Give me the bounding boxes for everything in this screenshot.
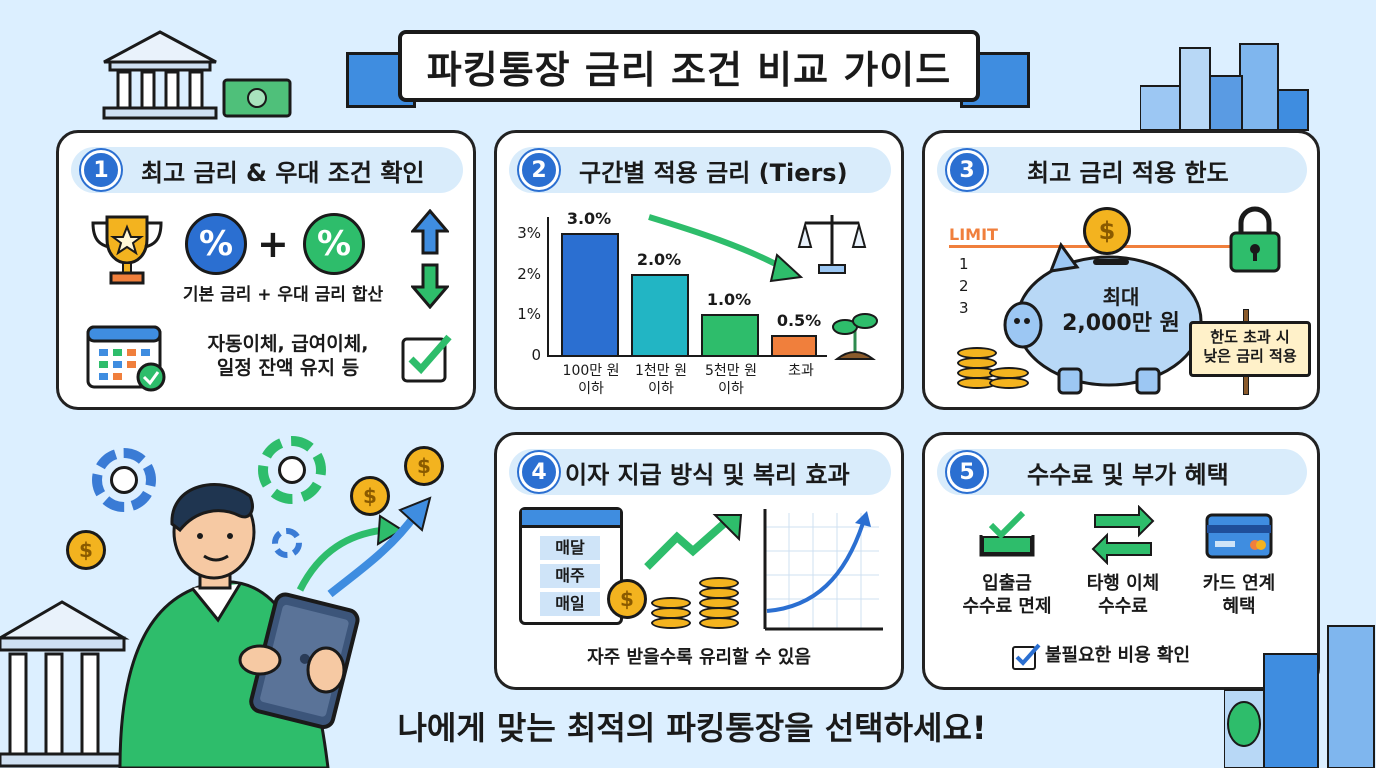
check-cost-note: 불필요한 비용 확인 [1045,645,1191,666]
schedule-daily: 매일 [540,592,600,616]
checkbox-icon [1012,643,1041,670]
gear-icon [258,436,326,504]
panel-header: 1 최고 금리 & 우대 조건 확인 [71,147,463,193]
city-skyline-icon [1140,43,1309,131]
limit-scale: 1 2 3 [959,255,969,317]
coin-icon: $ [404,446,444,486]
credit-card-icon [1205,513,1273,559]
footer-message: 나에게 맞는 최적의 파킹통장을 선택하세요! [397,709,987,747]
limit-label: LIMIT [949,225,998,244]
benefit-transfer-fee: 타행 이체 수수료 [1086,573,1160,617]
calendar-header [522,510,620,528]
panel-title: 최고 금리 & 우대 조건 확인 [141,158,425,187]
benefit-fee-waiver: 입출금 수수료 면제 [962,573,1052,617]
scale-icon [797,215,867,274]
compound-growth-graph [763,509,883,631]
step-badge: 4 [519,452,559,492]
x-category-label: 100만 원 이하 [562,363,620,397]
arrow-down-icon [411,263,449,309]
lock-icon [1229,206,1281,273]
bank-building-icon [102,30,218,120]
y-tick-label: 2% [517,264,541,283]
panel-header: 3 최고 금리 적용 한도 [937,147,1307,193]
panel-title: 이자 지급 방식 및 복리 효과 [565,460,850,489]
frequency-note: 자주 받을수록 유리할 수 있음 [587,647,811,668]
panel-tier-rates: 2 구간별 적용 금리 (Tiers) 0 1% 2% 3% 3.0% 100만 원 이하 2… [494,130,904,410]
plus-sign: + [257,222,289,266]
schedule-weekly: 매주 [540,564,600,588]
schedule-monthly: 매달 [540,536,600,560]
conditions-text: 자동이체, 급여이체, 일정 잔액 유지 등 [207,333,369,379]
calendar-icon [86,325,166,392]
panel-title: 수수료 및 부가 혜택 [1027,460,1229,489]
bar-value-label: 1.0% [706,290,752,310]
pig-max-label: 최대 2,000만 원 [1062,285,1180,336]
tray-check-icon [979,510,1035,557]
panel-title: 구간별 적용 금리 (Tiers) [579,158,848,187]
chart-bar [561,233,619,355]
panel-header: 4 이자 지급 방식 및 복리 효과 [509,449,891,495]
y-tick-label: 0 [531,346,541,364]
bonus-rate-percent-icon: % [303,213,365,275]
person-with-tablet [118,483,360,768]
benefit-card-link: 카드 연계 혜택 [1202,573,1276,617]
panel-header: 2 구간별 적용 금리 (Tiers) [509,147,891,193]
panel-max-rate: 1 최고 금리 & 우대 조건 확인 % + % 기본 금리 + 우대 금리 합… [56,130,476,410]
x-category-label: 1천만 원 이하 [635,363,687,397]
step-badge: 1 [81,150,121,190]
gear-hub [278,456,306,484]
x-category-label: 초과 [788,363,814,379]
chart-bar [701,314,759,355]
gear-icon [92,448,156,512]
chart-bar [771,334,817,355]
sprout-icon [832,313,878,360]
panel-header: 5 수수료 및 부가 혜택 [937,449,1307,495]
panel-interest-payment: 4 이자 지급 방식 및 복리 효과 매달 매주 매일 $ 자주 받을수록 유리… [494,432,904,690]
coin-icon: $ [607,579,647,619]
panel-fees-benefits: 5 수수료 및 부가 혜택 입출금 수수료 면제 타행 이체 수수료 카드 연계… [922,432,1320,690]
page-title: 파킹통장 금리 조건 비교 가이드 [398,30,980,102]
x-category-label: 5천만 원 이하 [705,363,757,397]
coin-stack [651,577,751,633]
combine-rate-text: 기본 금리 + 우대 금리 합산 [182,285,384,305]
transfer-icon [1091,505,1155,565]
coin-icon: $ [350,476,390,516]
coin-stack [957,347,1029,393]
gear-icon [272,528,302,558]
coin-icon: $ [1083,207,1131,255]
step-badge: 3 [947,150,987,190]
banknote-icon [222,78,292,118]
y-tick-label: 1% [517,305,541,324]
arrow-up-icon [411,209,449,255]
growth-arrows-icon [296,496,432,598]
trend-arrow-icon [648,214,804,283]
trophy-icon [91,215,163,285]
y-axis [547,217,549,357]
step-badge: 2 [519,150,559,190]
bar-value-label: 0.5% [776,310,822,330]
chart-bar [631,273,689,355]
x-axis [547,355,827,357]
panel-title: 최고 금리 적용 한도 [1027,158,1229,187]
limit-exceed-sign: 한도 초과 시 낮은 금리 적용 [1189,321,1311,377]
bar-value-label: 3.0% [566,209,612,229]
panel-rate-limit: 3 최고 금리 적용 한도 LIMIT 1 2 3 $ 최대 2,000만 원 … [922,130,1320,410]
coin-icon: $ [66,530,106,570]
y-tick-label: 3% [517,224,541,243]
city-skyline-icon [1224,625,1375,768]
bank-building-icon [0,600,130,768]
gear-hub [110,466,138,494]
bar-value-label: 2.0% [636,249,682,269]
base-rate-percent-icon: % [185,213,247,275]
step-badge: 5 [947,452,987,492]
checkbox-icon [401,334,452,383]
zigzag-up-arrow-icon [644,514,743,570]
payment-schedule-calendar: 매달 매주 매일 [519,507,623,625]
